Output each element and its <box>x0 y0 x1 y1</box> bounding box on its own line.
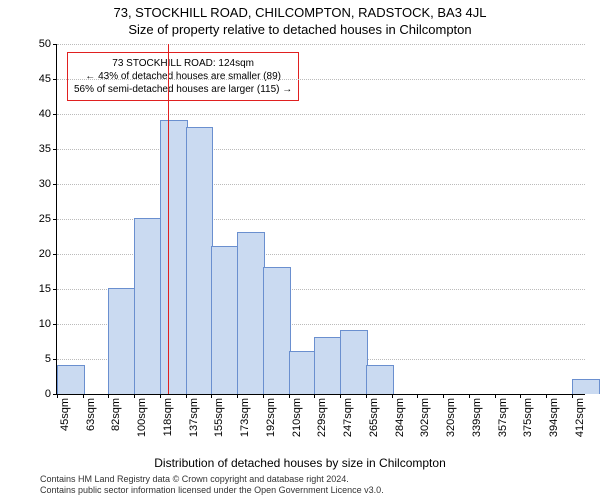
y-tick-label: 0 <box>45 388 51 400</box>
x-tick-label: 192sqm <box>263 398 277 448</box>
y-tick <box>53 79 57 80</box>
x-tick-label: 320sqm <box>443 398 457 448</box>
histogram-bar <box>186 127 214 394</box>
histogram-bar <box>134 218 162 394</box>
x-tick-label: 63sqm <box>83 398 97 448</box>
x-tick-label: 173sqm <box>237 398 251 448</box>
grid-line <box>57 114 585 115</box>
annotation-box: 73 STOCKHILL ROAD: 124sqm ← 43% of detac… <box>67 52 299 101</box>
y-tick <box>53 289 57 290</box>
x-tick-label: 210sqm <box>289 398 303 448</box>
x-tick-label: 375sqm <box>520 398 534 448</box>
y-tick-label: 10 <box>39 318 51 330</box>
histogram-bar <box>289 351 317 394</box>
footnote-line: Contains public sector information licen… <box>40 485 592 496</box>
histogram-bar <box>211 246 239 394</box>
annotation-line: 73 STOCKHILL ROAD: 124sqm <box>74 57 292 70</box>
y-tick-label: 15 <box>39 283 51 295</box>
y-tick <box>53 114 57 115</box>
x-tick-label: 155sqm <box>211 398 225 448</box>
x-tick-label: 412sqm <box>572 398 586 448</box>
histogram-bar <box>263 267 291 394</box>
annotation-line: ← 43% of detached houses are smaller (89… <box>74 70 292 83</box>
histogram-bar <box>237 232 265 394</box>
y-tick <box>53 219 57 220</box>
chart-subtitle: Size of property relative to detached ho… <box>0 22 600 37</box>
y-tick-label: 50 <box>39 38 51 50</box>
y-tick <box>53 44 57 45</box>
grid-line <box>57 79 585 80</box>
y-tick-label: 25 <box>39 213 51 225</box>
grid-line <box>57 149 585 150</box>
x-tick-label: 100sqm <box>134 398 148 448</box>
y-tick-label: 35 <box>39 143 51 155</box>
reference-line <box>168 44 169 394</box>
chart-title-line1: 73, STOCKHILL ROAD, CHILCOMPTON, RADSTOC… <box>0 5 600 20</box>
chart-root: 73, STOCKHILL ROAD, CHILCOMPTON, RADSTOC… <box>0 0 600 500</box>
y-tick-label: 40 <box>39 108 51 120</box>
y-tick-label: 5 <box>45 353 51 365</box>
y-tick <box>53 254 57 255</box>
y-tick-label: 30 <box>39 178 51 190</box>
y-tick-label: 45 <box>39 73 51 85</box>
plot-area: 73 STOCKHILL ROAD: 124sqm ← 43% of detac… <box>56 44 585 395</box>
histogram-bar <box>57 365 85 394</box>
histogram-bar <box>572 379 600 394</box>
y-tick <box>53 324 57 325</box>
x-tick-label: 137sqm <box>186 398 200 448</box>
y-tick <box>53 359 57 360</box>
histogram-bar <box>340 330 368 394</box>
x-tick-label: 302sqm <box>417 398 431 448</box>
grid-line <box>57 44 585 45</box>
y-tick <box>53 149 57 150</box>
x-tick-label: 265sqm <box>366 398 380 448</box>
x-tick-label: 45sqm <box>57 398 71 448</box>
x-tick-label: 247sqm <box>340 398 354 448</box>
x-tick-label: 339sqm <box>469 398 483 448</box>
footnote: Contains HM Land Registry data © Crown c… <box>40 474 592 496</box>
annotation-line: 56% of semi-detached houses are larger (… <box>74 83 292 96</box>
footnote-line: Contains HM Land Registry data © Crown c… <box>40 474 592 485</box>
x-axis-label: Distribution of detached houses by size … <box>0 456 600 470</box>
histogram-bar <box>314 337 342 394</box>
x-tick-label: 229sqm <box>314 398 328 448</box>
histogram-bar <box>366 365 394 394</box>
x-tick-label: 118sqm <box>160 398 174 448</box>
x-tick-label: 394sqm <box>546 398 560 448</box>
x-tick-label: 82sqm <box>108 398 122 448</box>
grid-line <box>57 184 585 185</box>
histogram-bar <box>108 288 136 394</box>
y-tick <box>53 184 57 185</box>
histogram-bar <box>160 120 188 394</box>
x-tick-label: 284sqm <box>392 398 406 448</box>
y-tick-label: 20 <box>39 248 51 260</box>
x-tick-label: 357sqm <box>495 398 509 448</box>
